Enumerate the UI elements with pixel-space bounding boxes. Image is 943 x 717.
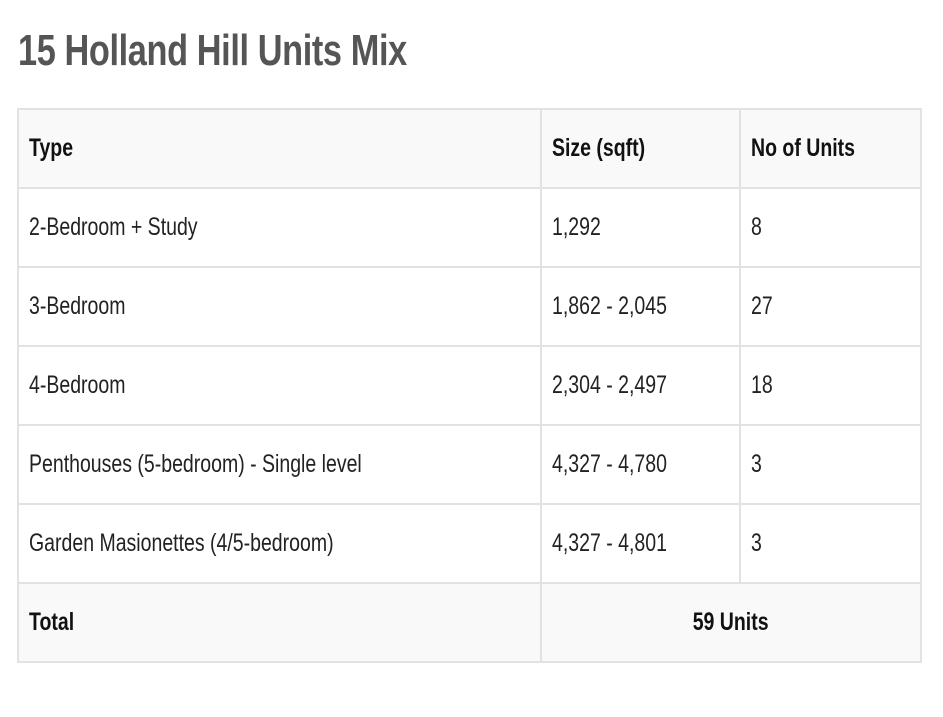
units-mix-table: Type Size (sqft) No of Units 2-Bedroom +… [17,108,922,663]
cell-units: 3 [739,503,922,584]
cell-text: 8 [751,213,762,241]
cell-text: 4-Bedroom [29,371,126,399]
cell-text: Garden Masionettes (4/5-bedroom) [29,529,334,557]
total-value: 59 Units [540,582,922,663]
cell-text: 1,292 [552,213,601,241]
cell-text: 3-Bedroom [29,292,126,320]
cell-text: 4,327 - 4,780 [552,450,667,478]
table-row: 3-Bedroom 1,862 - 2,045 27 [17,266,922,347]
cell-size: 4,327 - 4,801 [540,503,741,584]
cell-text: Penthouses (5-bedroom) - Single level [29,450,362,478]
cell-units: 18 [739,345,922,426]
cell-units: 8 [739,187,922,268]
cell-size: 1,862 - 2,045 [540,266,741,347]
table-header-row: Type Size (sqft) No of Units [17,108,922,189]
cell-size: 2,304 - 2,497 [540,345,741,426]
total-label: Total [17,582,542,663]
table-row: Penthouses (5-bedroom) - Single level 4,… [17,424,922,505]
page-title: 15 Holland Hill Units Mix [18,26,407,75]
header-units: No of Units [739,108,922,189]
cell-text: 1,862 - 2,045 [552,292,667,320]
cell-size: 1,292 [540,187,741,268]
header-label: Type [29,134,74,162]
cell-size: 4,327 - 4,780 [540,424,741,505]
cell-text: Total [29,608,75,636]
cell-text: 59 Units [693,608,769,636]
cell-text: 27 [751,292,773,320]
cell-text: 3 [751,450,762,478]
cell-type: Penthouses (5-bedroom) - Single level [17,424,542,505]
header-type: Type [17,108,542,189]
cell-text: 18 [751,371,773,399]
cell-type: 2-Bedroom + Study [17,187,542,268]
table-row: 2-Bedroom + Study 1,292 8 [17,187,922,268]
header-size: Size (sqft) [540,108,741,189]
cell-text: 2-Bedroom + Study [29,213,198,241]
header-label: Size (sqft) [552,134,646,162]
header-label: No of Units [751,134,855,162]
table-total-row: Total 59 Units [17,582,922,663]
cell-text: 4,327 - 4,801 [552,529,667,557]
cell-type: 4-Bedroom [17,345,542,426]
cell-type: Garden Masionettes (4/5-bedroom) [17,503,542,584]
table-row: Garden Masionettes (4/5-bedroom) 4,327 -… [17,503,922,584]
cell-text: 2,304 - 2,497 [552,371,667,399]
cell-type: 3-Bedroom [17,266,542,347]
cell-text: 3 [751,529,762,557]
cell-units: 3 [739,424,922,505]
table-row: 4-Bedroom 2,304 - 2,497 18 [17,345,922,426]
cell-units: 27 [739,266,922,347]
